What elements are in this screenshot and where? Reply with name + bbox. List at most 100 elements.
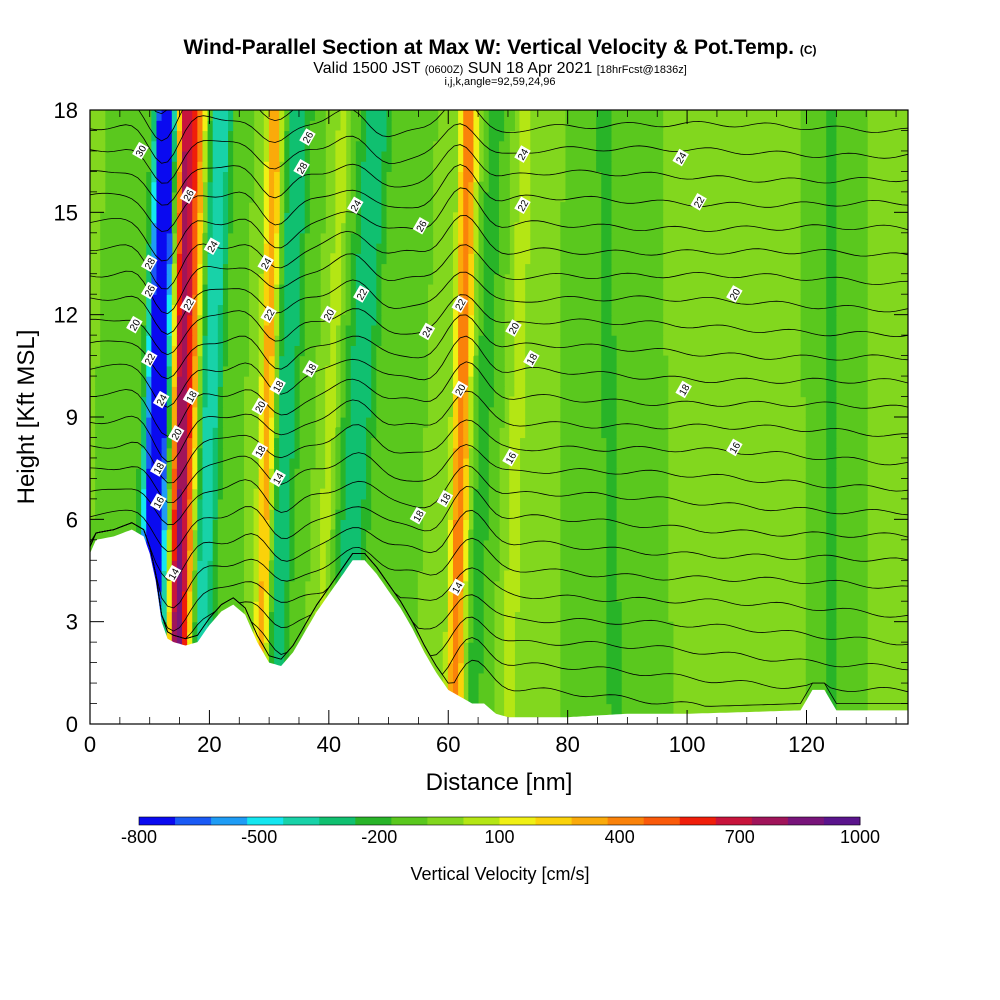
velocity-cell xyxy=(452,672,459,684)
velocity-cell xyxy=(274,406,280,418)
velocity-cell xyxy=(345,437,367,449)
velocity-cell xyxy=(263,140,270,152)
velocity-cell xyxy=(463,529,469,541)
velocity-cell xyxy=(197,550,204,561)
velocity-cell xyxy=(258,601,265,613)
contour-label-text: 20 xyxy=(728,287,743,303)
velocity-cell xyxy=(805,468,827,479)
velocity-cell xyxy=(176,191,183,203)
velocity-cell xyxy=(268,652,275,664)
velocity-cell xyxy=(800,161,827,172)
velocity-cell xyxy=(504,130,510,142)
velocity-cell xyxy=(182,621,188,633)
contour-label-bg xyxy=(150,459,167,477)
velocity-cell xyxy=(616,437,669,449)
velocity-cell xyxy=(176,498,183,510)
velocity-cell xyxy=(100,283,147,295)
velocity-cell xyxy=(176,324,183,336)
velocity-cell xyxy=(197,406,204,418)
velocity-cell xyxy=(350,283,357,295)
velocity-cell xyxy=(800,335,827,346)
velocity-cell xyxy=(611,161,664,172)
velocity-cell xyxy=(330,355,336,367)
contour-label-bg xyxy=(514,145,531,163)
velocity-cell xyxy=(468,406,475,418)
velocity-cell xyxy=(826,642,838,653)
velocity-cell xyxy=(800,202,827,213)
velocity-cell xyxy=(279,427,296,439)
velocity-cell xyxy=(207,314,219,326)
velocity-cell xyxy=(146,222,152,234)
velocity-cell xyxy=(483,560,500,572)
velocity-cell xyxy=(171,519,178,531)
velocity-cell xyxy=(366,447,372,459)
velocity-cell xyxy=(499,202,510,213)
velocity-cell xyxy=(279,120,285,132)
theta-contour xyxy=(90,335,908,408)
velocity-cell xyxy=(228,140,234,152)
velocity-cell xyxy=(284,181,290,193)
velocity-cell xyxy=(289,478,296,490)
theta-contour xyxy=(90,486,908,552)
velocity-cell xyxy=(202,120,209,132)
y-tick-label: 3 xyxy=(66,610,78,635)
velocity-cell xyxy=(151,345,168,357)
velocity-cell xyxy=(263,406,270,418)
velocity-cell xyxy=(258,324,265,336)
velocity-cell xyxy=(279,478,290,490)
velocity-cell xyxy=(473,580,485,592)
velocity-cell xyxy=(166,611,173,623)
velocity-cell xyxy=(340,498,347,510)
velocity-cell xyxy=(222,437,244,449)
velocity-cell xyxy=(263,417,270,428)
velocity-cell xyxy=(488,468,500,479)
velocity-cell xyxy=(274,601,285,613)
velocity-cell xyxy=(274,447,280,459)
contour-label: 20 xyxy=(505,319,523,337)
velocity-cell xyxy=(284,202,290,213)
velocity-cell xyxy=(268,222,275,234)
velocity-cell xyxy=(187,355,193,367)
velocity-cell xyxy=(452,417,459,428)
velocity-cell xyxy=(478,406,490,418)
contour-label-text: 18 xyxy=(254,444,269,460)
velocity-cell xyxy=(452,631,459,643)
velocity-cell xyxy=(176,437,188,449)
velocity-cell xyxy=(468,621,475,633)
velocity-cell xyxy=(141,417,147,428)
velocity-cell xyxy=(478,283,485,295)
velocity-cell xyxy=(192,345,198,357)
velocity-cell xyxy=(151,294,168,306)
velocity-cell xyxy=(151,110,158,121)
velocity-cell xyxy=(320,509,331,520)
velocity-cell xyxy=(805,417,827,428)
velocity-cell xyxy=(366,457,372,469)
velocity-cell xyxy=(499,243,510,254)
velocity-cell xyxy=(366,529,423,541)
velocity-cell xyxy=(197,161,204,172)
velocity-cell xyxy=(207,273,224,285)
velocity-cell xyxy=(187,611,193,623)
velocity-cell xyxy=(611,222,664,234)
velocity-cell xyxy=(458,478,464,490)
velocity-cell xyxy=(161,110,173,121)
colorbar-swatch xyxy=(247,817,284,825)
velocity-cell xyxy=(836,570,868,582)
velocity-cell xyxy=(488,437,500,449)
velocity-cell xyxy=(233,120,255,132)
colorbar-swatch xyxy=(391,817,428,825)
velocity-cell xyxy=(836,386,868,398)
velocity-cell xyxy=(350,365,372,377)
velocity-cell xyxy=(560,417,602,428)
velocity-cell xyxy=(176,509,183,520)
velocity-cell xyxy=(151,376,168,387)
velocity-cell xyxy=(279,345,285,357)
subtitle-utc: (0600Z) xyxy=(424,64,464,76)
velocity-cell xyxy=(197,243,204,254)
velocity-cell xyxy=(151,406,168,418)
velocity-cell xyxy=(233,181,255,193)
velocity-cell xyxy=(182,631,188,643)
velocity-cell xyxy=(197,222,204,234)
velocity-cell xyxy=(381,202,388,213)
velocity-cell xyxy=(212,202,224,213)
